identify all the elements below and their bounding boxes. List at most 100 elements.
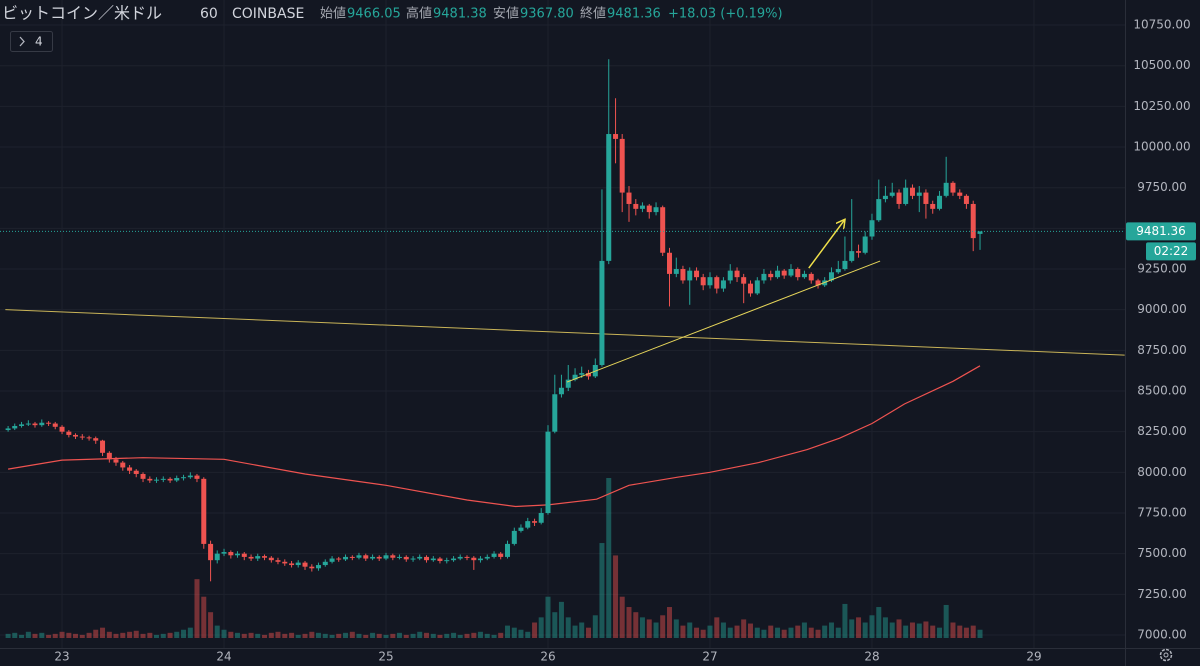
trend-line [566, 260, 881, 383]
volume-bar [295, 634, 301, 638]
candle-body [417, 556, 423, 559]
candle-body [538, 513, 544, 523]
volume-bar [403, 634, 409, 638]
candle-body [896, 192, 902, 204]
volume-bar [619, 596, 625, 638]
candle-body [133, 470, 139, 474]
volume-bar [653, 622, 659, 638]
candle-body [329, 558, 335, 562]
volume-bar [255, 633, 261, 638]
volume-bar [410, 633, 416, 638]
volume-bar [275, 631, 281, 638]
candle-body [626, 192, 632, 204]
gear[interactable] [1159, 648, 1173, 662]
candle-body [403, 556, 409, 560]
candle-body [221, 552, 227, 554]
x-tick-label: 29 [1026, 650, 1041, 664]
candle-body [552, 394, 558, 432]
volume-bar [113, 633, 119, 638]
volume-bar [950, 622, 956, 638]
x-tick-label: 27 [702, 650, 717, 664]
volume-bar [417, 631, 423, 638]
volume-bar [390, 633, 396, 638]
volume-bar [19, 634, 25, 638]
volume-bar [100, 627, 106, 638]
candle-body [788, 269, 794, 276]
candle-body [113, 459, 119, 463]
x-tick-label: 25 [378, 650, 393, 664]
header: ビットコイン／米ドル 60 COINBASE 始値 9466.05 高値 948… [2, 4, 783, 23]
high-label: 高値 [406, 6, 432, 22]
volume-bar [234, 632, 240, 638]
candle-body [768, 273, 774, 278]
candle-body [32, 423, 38, 426]
volume-bar [383, 634, 389, 638]
candle-body [687, 270, 693, 281]
volume-bar [687, 622, 693, 638]
volume-bar [552, 612, 558, 638]
candle-body [518, 527, 524, 531]
volume-bar [795, 625, 801, 638]
x-tick-label: 26 [540, 650, 555, 664]
volume-bar [963, 627, 969, 638]
volume-bar [801, 622, 807, 638]
gear-hub [1163, 652, 1169, 658]
volume-bar [72, 633, 78, 638]
candle-body [46, 422, 52, 424]
volume-bar [174, 631, 180, 638]
candle-body [383, 555, 389, 559]
volume-bar [856, 617, 862, 638]
volume-bar [626, 607, 632, 638]
candle-body [59, 426, 65, 432]
candle-body [700, 277, 706, 286]
volume-bar [532, 622, 538, 638]
volume-bar [262, 634, 268, 638]
volume-bar [579, 622, 585, 638]
volume-bar [882, 617, 888, 638]
settings-icon[interactable] [1159, 648, 1173, 662]
volume-bar [477, 631, 483, 638]
candle-body [309, 566, 315, 569]
candle-body [545, 431, 551, 513]
volume-bar [498, 632, 504, 638]
candle-body [39, 422, 45, 426]
candle-body [856, 251, 862, 253]
candle-body [12, 425, 18, 429]
candle-body [302, 562, 308, 567]
axes: 7000.00 7250.00 7500.00 7750.00 8000.00 8250.… [54, 18, 1196, 664]
volume-bar [849, 619, 855, 638]
arrow-drawing [808, 220, 845, 269]
volume-bar [606, 478, 612, 638]
candle-body [565, 379, 571, 388]
volume-bar [444, 633, 450, 638]
candle-body [923, 192, 929, 204]
volume-bar [673, 619, 679, 638]
candle-body [282, 561, 288, 564]
candle-body [451, 558, 457, 561]
volume-bar [309, 631, 315, 638]
candle-body [430, 558, 436, 561]
interval: 60 [200, 6, 218, 22]
candle-body [747, 283, 753, 294]
candle-body [194, 475, 200, 479]
candle-body [619, 138, 625, 193]
volume-bar [666, 607, 672, 638]
volume-bar [289, 632, 295, 638]
volume-bar [228, 631, 234, 638]
candle-body [72, 434, 78, 437]
toggle-box[interactable] [10, 31, 53, 52]
candle-body [815, 280, 821, 286]
candle-body [262, 556, 268, 558]
y-tick-label: 8250.00 [1137, 424, 1187, 438]
volume-bar [680, 625, 686, 638]
volume-bar [430, 633, 436, 638]
volume-bar [930, 625, 936, 638]
candle-body [491, 553, 497, 557]
volume-bar [720, 622, 726, 638]
indicator-toggle[interactable]: 4 [10, 31, 53, 52]
candle-body [349, 556, 355, 558]
volume-bar [201, 596, 207, 638]
candle-body [444, 560, 450, 562]
volume-bar [336, 633, 342, 638]
